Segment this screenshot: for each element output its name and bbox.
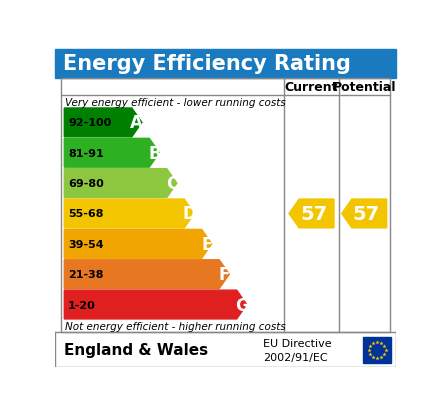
Text: Current: Current xyxy=(285,81,338,94)
Text: C: C xyxy=(166,175,178,192)
Text: 21-38: 21-38 xyxy=(68,270,104,280)
Text: 1-20: 1-20 xyxy=(68,300,96,310)
Polygon shape xyxy=(64,260,229,289)
Text: England & Wales: England & Wales xyxy=(64,342,209,357)
Bar xyxy=(55,50,396,79)
Text: EU Directive: EU Directive xyxy=(263,339,331,349)
Bar xyxy=(55,332,396,368)
Text: 57: 57 xyxy=(300,204,327,223)
Polygon shape xyxy=(64,169,177,198)
Text: 39-54: 39-54 xyxy=(68,239,104,249)
Text: 55-68: 55-68 xyxy=(68,209,104,219)
Text: G: G xyxy=(235,296,249,314)
Text: Not energy efficient - higher running costs: Not energy efficient - higher running co… xyxy=(65,321,286,331)
Text: 69-80: 69-80 xyxy=(68,179,104,189)
Polygon shape xyxy=(64,139,159,168)
Text: D: D xyxy=(183,205,196,223)
Text: 92-100: 92-100 xyxy=(68,118,111,128)
Polygon shape xyxy=(342,199,387,228)
Polygon shape xyxy=(64,199,194,228)
Text: Potential: Potential xyxy=(333,81,396,94)
Text: 81-91: 81-91 xyxy=(68,148,104,158)
Text: E: E xyxy=(201,235,213,253)
Polygon shape xyxy=(289,199,334,228)
Bar xyxy=(363,337,391,363)
Text: 57: 57 xyxy=(353,204,380,223)
Text: Very energy efficient - lower running costs: Very energy efficient - lower running co… xyxy=(65,97,286,107)
Polygon shape xyxy=(64,290,247,319)
Text: A: A xyxy=(130,114,143,132)
Text: B: B xyxy=(148,145,161,162)
Polygon shape xyxy=(64,109,142,138)
Bar xyxy=(61,79,390,332)
Text: F: F xyxy=(219,266,230,283)
Text: 2002/91/EC: 2002/91/EC xyxy=(263,352,327,362)
Text: Energy Efficiency Rating: Energy Efficiency Rating xyxy=(63,54,351,74)
Polygon shape xyxy=(64,230,212,259)
